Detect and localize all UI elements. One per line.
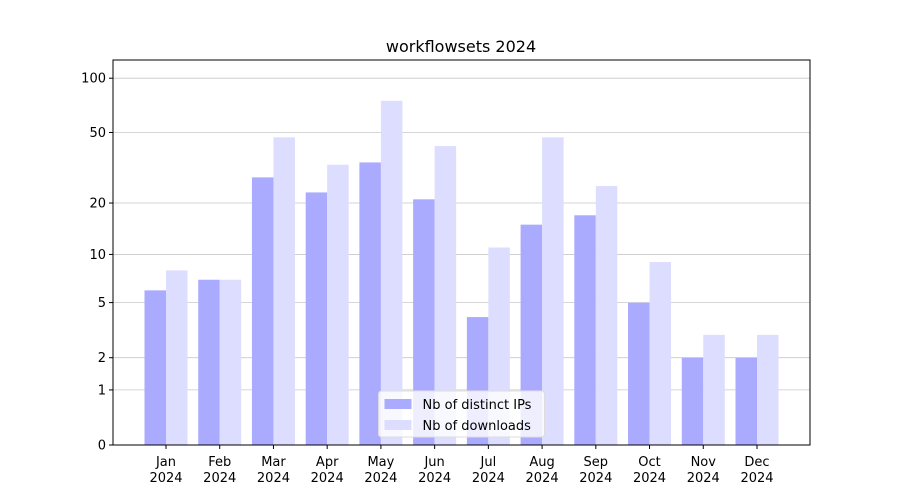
bar <box>273 137 295 446</box>
x-tick-label-line: 2024 <box>633 471 666 486</box>
x-tick-label: Oct 2024 <box>633 455 666 486</box>
bar <box>574 215 596 445</box>
x-tick-label-line: 2024 <box>687 471 720 486</box>
x-tick-label: Feb 2024 <box>203 455 236 486</box>
x-tick-label-line: 2024 <box>364 471 397 486</box>
bar <box>413 199 435 445</box>
x-tick-label: Sep 2024 <box>579 455 612 486</box>
x-tick-label-line: Jan <box>155 455 176 470</box>
x-tick-label-line: Apr <box>316 455 339 470</box>
bar <box>144 290 166 445</box>
y-tick-label: 100 <box>81 72 106 87</box>
axes-frame <box>112 59 811 446</box>
x-tick-label: Jun 2024 <box>418 455 451 486</box>
x-tick-label-line: Jul <box>480 455 497 470</box>
legend-swatch <box>384 399 412 409</box>
x-tick-label-line: 2024 <box>579 471 612 486</box>
x-tick-label: Jul 2024 <box>472 455 505 486</box>
y-tick-label: 50 <box>89 126 106 141</box>
x-tick-label: May 2024 <box>364 455 397 486</box>
legend-label: Nb of downloads <box>423 419 532 434</box>
bar <box>542 137 564 446</box>
x-tick-label: Dec 2024 <box>740 455 773 486</box>
y-tick-label: 1 <box>98 383 106 398</box>
x-tick-label-line: Mar <box>261 455 286 470</box>
x-tick-label-line: Jun <box>423 455 444 470</box>
bar <box>251 177 274 445</box>
x-tick-label: Nov 2024 <box>687 455 720 486</box>
x-tick-label-line: 2024 <box>257 471 290 486</box>
y-tick-label: 2 <box>98 351 106 366</box>
bar <box>327 164 349 445</box>
bar <box>649 261 672 445</box>
bar <box>198 279 220 445</box>
x-tick-label-line: 2024 <box>311 471 344 486</box>
x-tick-label-line: 2024 <box>418 471 451 486</box>
chart-title: workflowsets 2024 <box>386 37 536 56</box>
x-tick-label: Aug 2024 <box>526 455 559 486</box>
bar <box>380 100 403 445</box>
bar <box>735 357 757 445</box>
x-tick-label-line: 2024 <box>203 471 236 486</box>
x-tick-label-line: Dec <box>744 455 769 470</box>
x-tick-label-line: 2024 <box>472 471 505 486</box>
bar <box>520 224 543 445</box>
y-tick-label: 5 <box>98 296 106 311</box>
legend-label: Nb of distinct IPs <box>423 398 532 413</box>
y-tick-label: 10 <box>89 248 106 263</box>
x-tick-label-line: May <box>367 455 394 470</box>
bar <box>434 146 457 445</box>
x-tick-label: Apr 2024 <box>311 455 344 486</box>
y-tick-label: 20 <box>89 197 106 212</box>
bar <box>219 279 242 445</box>
bar <box>757 334 779 445</box>
x-tick-label-line: Aug <box>529 455 554 470</box>
x-tick-label-line: Feb <box>208 455 231 470</box>
x-tick-label: Mar 2024 <box>257 455 290 486</box>
bar <box>628 302 650 445</box>
x-tick-label-line: 2024 <box>149 471 182 486</box>
x-tick-label-line: Sep <box>584 455 609 470</box>
bar <box>359 162 381 445</box>
bar <box>595 186 618 445</box>
x-tick-label-line: Nov <box>691 455 717 470</box>
bar <box>166 270 188 445</box>
bar <box>703 334 725 445</box>
y-tick-label: 0 <box>98 439 106 454</box>
x-tick-label: Jan 2024 <box>149 455 182 486</box>
bar <box>305 192 328 445</box>
legend-box <box>378 390 545 438</box>
x-tick-label-line: 2024 <box>526 471 559 486</box>
bar <box>681 357 704 445</box>
legend-swatch <box>384 420 412 430</box>
x-tick-label-line: 2024 <box>740 471 773 486</box>
x-tick-label-line: Oct <box>638 455 660 470</box>
